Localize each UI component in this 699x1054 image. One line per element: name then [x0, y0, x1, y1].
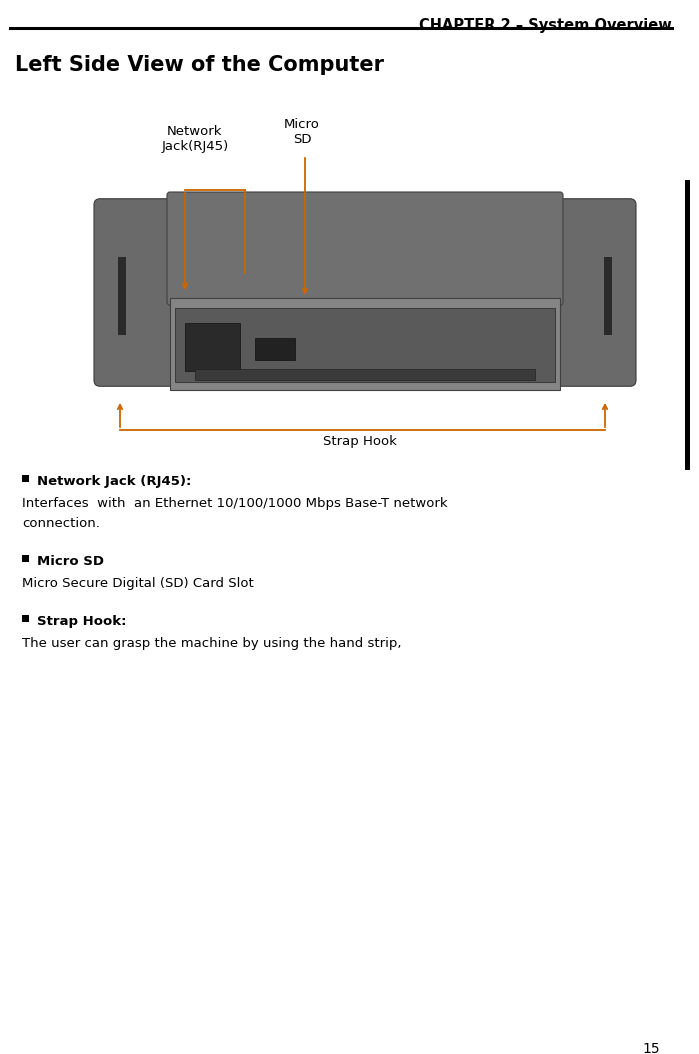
Bar: [255, 337, 295, 360]
FancyBboxPatch shape: [167, 192, 563, 306]
Bar: [22, 614, 29, 622]
Text: The user can grasp the machine by using the hand strip,: The user can grasp the machine by using …: [22, 637, 401, 650]
Text: connection.: connection.: [22, 518, 100, 530]
Bar: [685, 180, 690, 470]
Bar: [604, 257, 612, 335]
Bar: [185, 323, 240, 371]
Text: CHAPTER 2 – System Overview: CHAPTER 2 – System Overview: [419, 18, 672, 33]
Text: Interfaces  with  an Ethernet 10/100/1000 Mbps Base-T network: Interfaces with an Ethernet 10/100/1000 …: [22, 497, 447, 510]
Bar: [175, 308, 555, 383]
FancyBboxPatch shape: [549, 199, 636, 386]
Text: Network Jack (RJ45):: Network Jack (RJ45):: [37, 475, 192, 488]
Text: 15: 15: [642, 1042, 660, 1054]
Text: Strap Hook: Strap Hook: [323, 435, 397, 448]
Text: Micro SD: Micro SD: [37, 555, 104, 568]
Text: Left Side View of the Computer: Left Side View of the Computer: [15, 55, 384, 75]
Text: Micro
SD: Micro SD: [284, 118, 320, 147]
Bar: [22, 555, 29, 562]
Bar: [22, 475, 29, 482]
Bar: [100, 115, 635, 410]
Bar: [170, 298, 560, 390]
Text: Micro Secure Digital (SD) Card Slot: Micro Secure Digital (SD) Card Slot: [22, 577, 254, 590]
Bar: [195, 369, 535, 380]
FancyBboxPatch shape: [94, 199, 181, 386]
Text: Strap Hook:: Strap Hook:: [37, 614, 127, 628]
Text: Network
Jack(RJ45): Network Jack(RJ45): [161, 125, 229, 153]
Bar: [118, 257, 126, 335]
